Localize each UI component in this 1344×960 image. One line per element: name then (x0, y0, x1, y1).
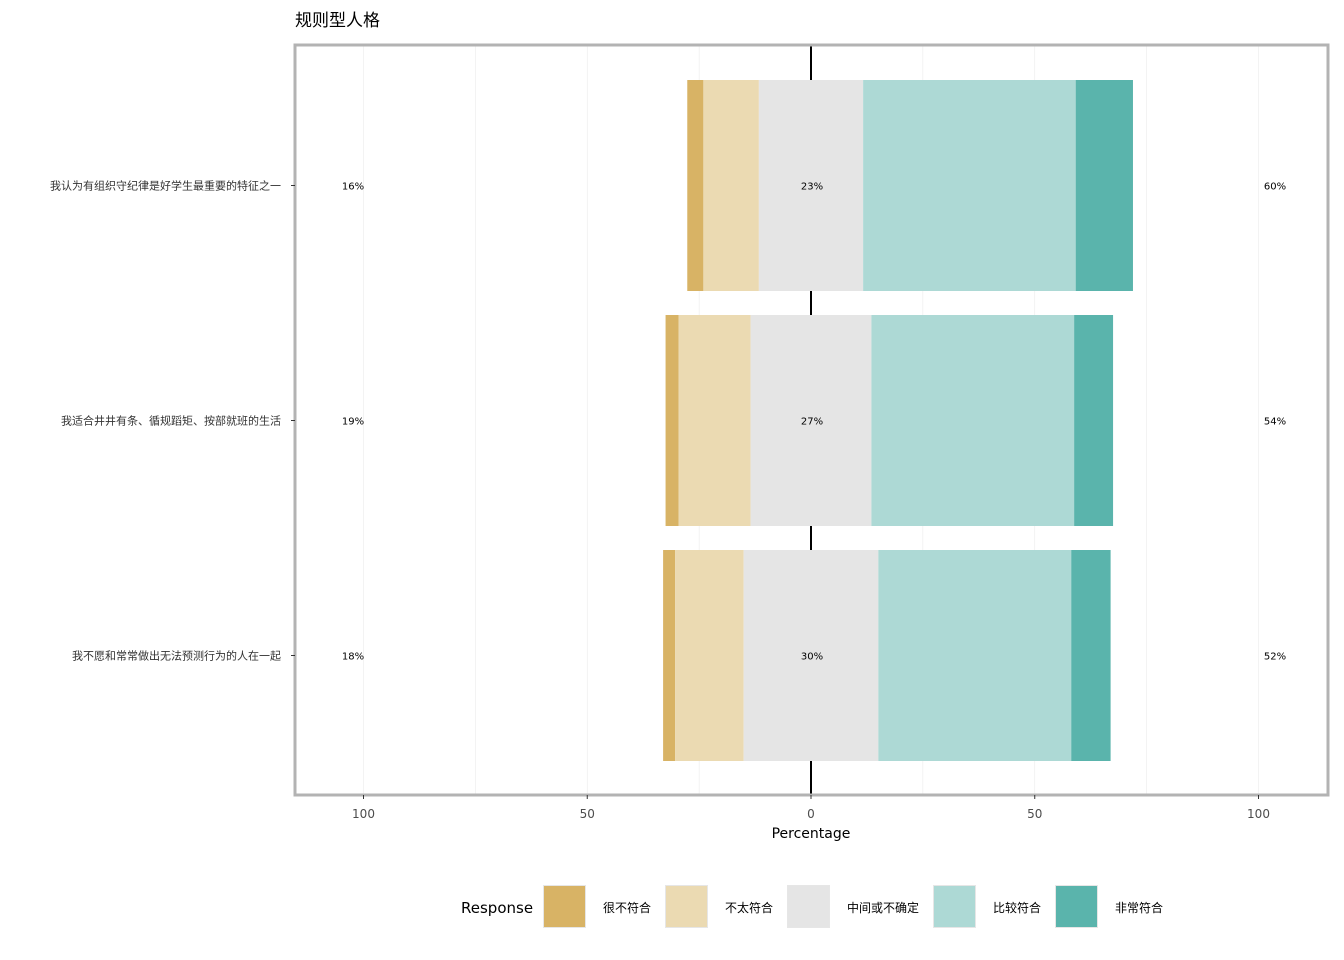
legend-label-5: 非常符合 (1115, 900, 1163, 915)
legend-key-border (787, 885, 830, 928)
legend-key-3 (786, 884, 831, 929)
bar-segment-3 (743, 550, 879, 761)
high-percent-label: 52% (1264, 652, 1286, 663)
chart-title: 规则型人格 (295, 11, 380, 31)
legend-label-1: 很不符合 (603, 900, 651, 915)
bar-segment-2 (675, 550, 744, 761)
legend-label-4: 比较符合 (993, 900, 1041, 915)
legend-key-4 (932, 884, 977, 929)
legend-key-border (1055, 885, 1098, 928)
bar-segment-1 (687, 80, 704, 291)
x-tick-label: 100 (1247, 807, 1270, 821)
legend-key-border (543, 885, 586, 928)
x-axis-ticks: 100 50 0 50 100 (352, 795, 1270, 821)
x-tick-label: 0 (807, 807, 815, 821)
bar-segment-3 (758, 80, 864, 291)
neutral-percent-label: 23% (801, 182, 823, 193)
x-tick-label: 50 (580, 807, 595, 821)
legend-key-border (933, 885, 976, 928)
legend-key-5 (1054, 884, 1099, 929)
x-tick-label: 50 (1027, 807, 1042, 821)
bar-segment-3 (750, 315, 872, 526)
neutral-percent-label: 27% (801, 417, 823, 428)
y-axis-labels: 我认为有组织守纪律是好学生最重要的特征之一我适合井井有条、循规蹈矩、按部就班的生… (50, 179, 295, 663)
legend-label-2: 不太符合 (725, 900, 773, 915)
low-percent-label: 16% (342, 182, 364, 193)
bar-segment-4 (863, 80, 1076, 291)
bar-segment-4 (871, 315, 1075, 526)
legend-key-1 (542, 884, 587, 929)
y-axis-label: 我认为有组织守纪律是好学生最重要的特征之一 (50, 179, 281, 193)
high-percent-label: 60% (1264, 182, 1286, 193)
legend-key-border (665, 885, 708, 928)
high-percent-label: 54% (1264, 417, 1286, 428)
bar-segment-5 (1071, 550, 1111, 761)
low-percent-label: 19% (342, 417, 364, 428)
bar-segment-1 (665, 315, 679, 526)
y-axis-label: 我适合井井有条、循规蹈矩、按部就班的生活 (61, 414, 281, 428)
bar-segment-1 (663, 550, 676, 761)
bar-segment-5 (1075, 80, 1133, 291)
legend-title: Response (461, 899, 533, 917)
legend-key-2 (664, 884, 709, 929)
x-tick-label: 100 (352, 807, 375, 821)
bars (663, 80, 1133, 761)
y-axis-label: 我不愿和常常做出无法预测行为的人在一起 (72, 649, 281, 663)
percent-labels: 16% 23% 60% 19% 27% 54% 18% 30% 52% (342, 182, 1286, 663)
bar-segment-4 (878, 550, 1072, 761)
low-percent-label: 18% (342, 652, 364, 663)
bar-segment-2 (678, 315, 751, 526)
bar-segment-5 (1074, 315, 1114, 526)
neutral-percent-label: 30% (801, 652, 823, 663)
bar-segment-2 (703, 80, 759, 291)
legend: Response 很不符合 不太符合 中间或不确定 比较符合 非常符合 (461, 884, 1163, 929)
legend-label-3: 中间或不确定 (847, 900, 919, 915)
x-axis-title: Percentage (772, 826, 851, 842)
